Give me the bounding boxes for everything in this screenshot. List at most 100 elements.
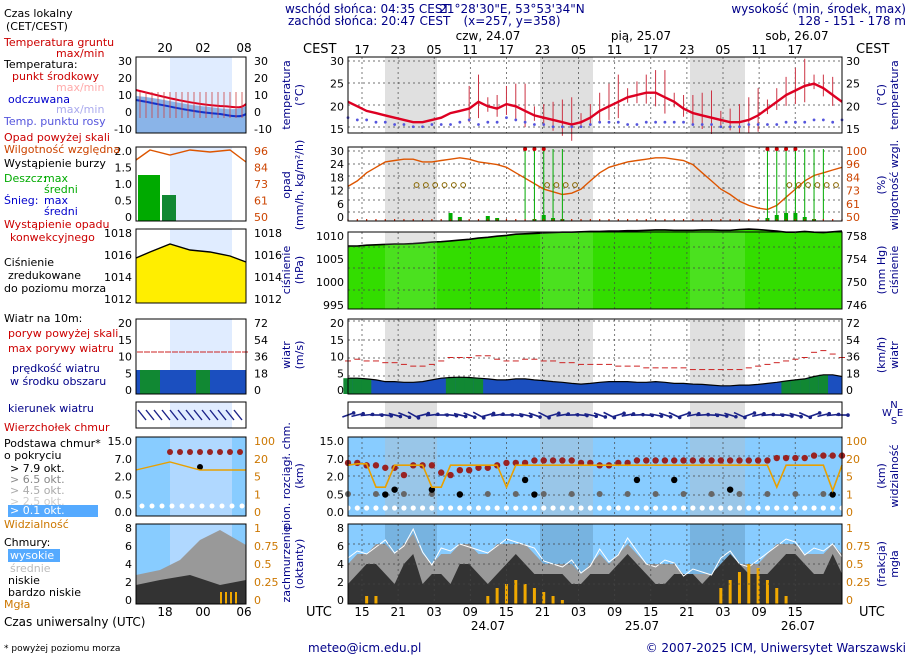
temperature-line [347, 82, 843, 126]
fog-bar [719, 588, 723, 604]
legend-cloud-base [169, 503, 175, 509]
hour-top-label: 23 [535, 43, 550, 57]
zero-mark [412, 219, 414, 221]
legend-tick-right: 84 [254, 162, 268, 175]
legend-local-time: Czas lokalny [4, 7, 73, 20]
hour-top-label: 05 [571, 43, 586, 57]
cloud-base-point [401, 505, 407, 511]
tick-right: 36 [846, 351, 860, 364]
tick-right: 96 [846, 158, 860, 171]
wind-arrow-head [426, 411, 431, 416]
legend-snow: Śnieg: [4, 194, 38, 207]
tick-right: 72 [846, 317, 860, 330]
dewpoint-point [477, 123, 480, 126]
wind-arrow [742, 412, 755, 418]
panel-border [347, 146, 843, 222]
legend-tick-right: 0.75 [254, 540, 279, 553]
legend-tick-right: 0 [254, 506, 261, 519]
legend-wind-arrow [169, 409, 179, 421]
cloud-base-point [578, 505, 584, 511]
hour-top-label: 23 [679, 43, 694, 57]
zero-mark [589, 219, 591, 221]
cloud-panel: 15.0 7.0 2.0 0.5 0.0 100 20 5 1 0 pion. rozciągł. … [280, 422, 901, 530]
zero-mark [710, 219, 713, 221]
wind-arrow-head [472, 415, 477, 419]
legend-border [135, 228, 247, 304]
axis-cloud-right: (km)widzialność [875, 444, 901, 507]
night-band [690, 437, 745, 516]
fog-bar [560, 600, 564, 604]
cloud-base-point [597, 505, 603, 511]
dewpoint-point [756, 123, 760, 126]
cloud-base-point [811, 505, 817, 511]
legend-charts: 3020100-103020100-102.01.51.00.509684736… [3, 36, 282, 611]
legend-tick-right: 0 [254, 106, 261, 119]
cloud-top-point [671, 457, 678, 464]
legend-cloud-base [139, 503, 145, 509]
legend-tick-right: 20 [254, 453, 268, 466]
wind-green-segment [352, 378, 362, 394]
cloud-base-point [559, 505, 565, 511]
cloud-base-point [736, 491, 743, 497]
compass-s: S [891, 416, 897, 427]
wind-green-segment [455, 377, 465, 394]
legend-temp-maxmin: max/min [56, 81, 104, 94]
zero-mark [766, 219, 769, 221]
footer-email[interactable]: meteo@icm.edu.pl [308, 641, 421, 655]
dewpoint-point [402, 123, 406, 126]
wind-arrow [677, 412, 690, 418]
dewpoint-point [560, 125, 564, 129]
legend-tick-right: 1012 [254, 293, 282, 306]
tick-left: 20 [330, 100, 344, 113]
tick-left: 995 [323, 299, 344, 312]
wind-arrow-head [659, 414, 664, 418]
zero-mark [794, 219, 796, 221]
legend-tick-right: 100 [254, 435, 275, 448]
wind-arrow [481, 412, 494, 418]
cloud-base-point [718, 505, 724, 511]
legend-perceived-line [135, 99, 247, 118]
wind-arrow-head [668, 415, 673, 419]
cloud-top-point [661, 457, 669, 464]
legend-fog: Mgła [4, 598, 30, 611]
cloud-base-point [736, 505, 743, 511]
dewpoint-point [793, 120, 797, 124]
wind-arrow [789, 412, 802, 418]
legend-tick-left: 0 [125, 384, 132, 397]
legend-tick-right: 1016 [254, 249, 282, 262]
fog-bar [486, 596, 490, 604]
legend-tick-left: 1.0 [115, 178, 133, 191]
legend-tick-right: 61 [254, 195, 268, 208]
legend-tick-left: 1018 [104, 227, 132, 240]
zero-mark [673, 219, 675, 221]
legend-hour-ticks-top: 20 02 08 [157, 41, 251, 55]
legend-tick-left: 0 [125, 594, 132, 607]
wind-arrow [453, 412, 466, 418]
cloud-base-dense [391, 486, 398, 493]
zero-mark [785, 219, 787, 221]
wind-green-segment [361, 378, 372, 394]
legend-clouds-high: wysokie [10, 549, 54, 562]
legend-cloud-base1: Podstawa chmur* [4, 437, 101, 450]
convective-marker [833, 182, 839, 188]
zero-mark [421, 219, 424, 221]
cloud-base-point [550, 505, 556, 511]
cloud-base-point [447, 505, 454, 511]
wind-arrow [574, 413, 588, 417]
compass-n: N [890, 400, 897, 411]
cloud-top-point [698, 457, 706, 464]
humidity-line [347, 157, 843, 211]
wind-arrow [351, 412, 364, 418]
legend-tick-left: -10 [114, 123, 132, 136]
wind-arrow-head [594, 414, 599, 419]
wind-arrow [388, 412, 401, 418]
zero-mark [599, 219, 601, 221]
wind-arrow [817, 412, 830, 418]
legend-tick-left: 5 [125, 367, 132, 380]
night-band [385, 437, 437, 516]
legend-tick-left: 15 [118, 334, 132, 347]
legend-tick-right: 73 [254, 178, 268, 191]
tick-right: 746 [846, 299, 867, 312]
legend-rain-block [162, 195, 176, 221]
legend-cloud-base [179, 503, 185, 509]
